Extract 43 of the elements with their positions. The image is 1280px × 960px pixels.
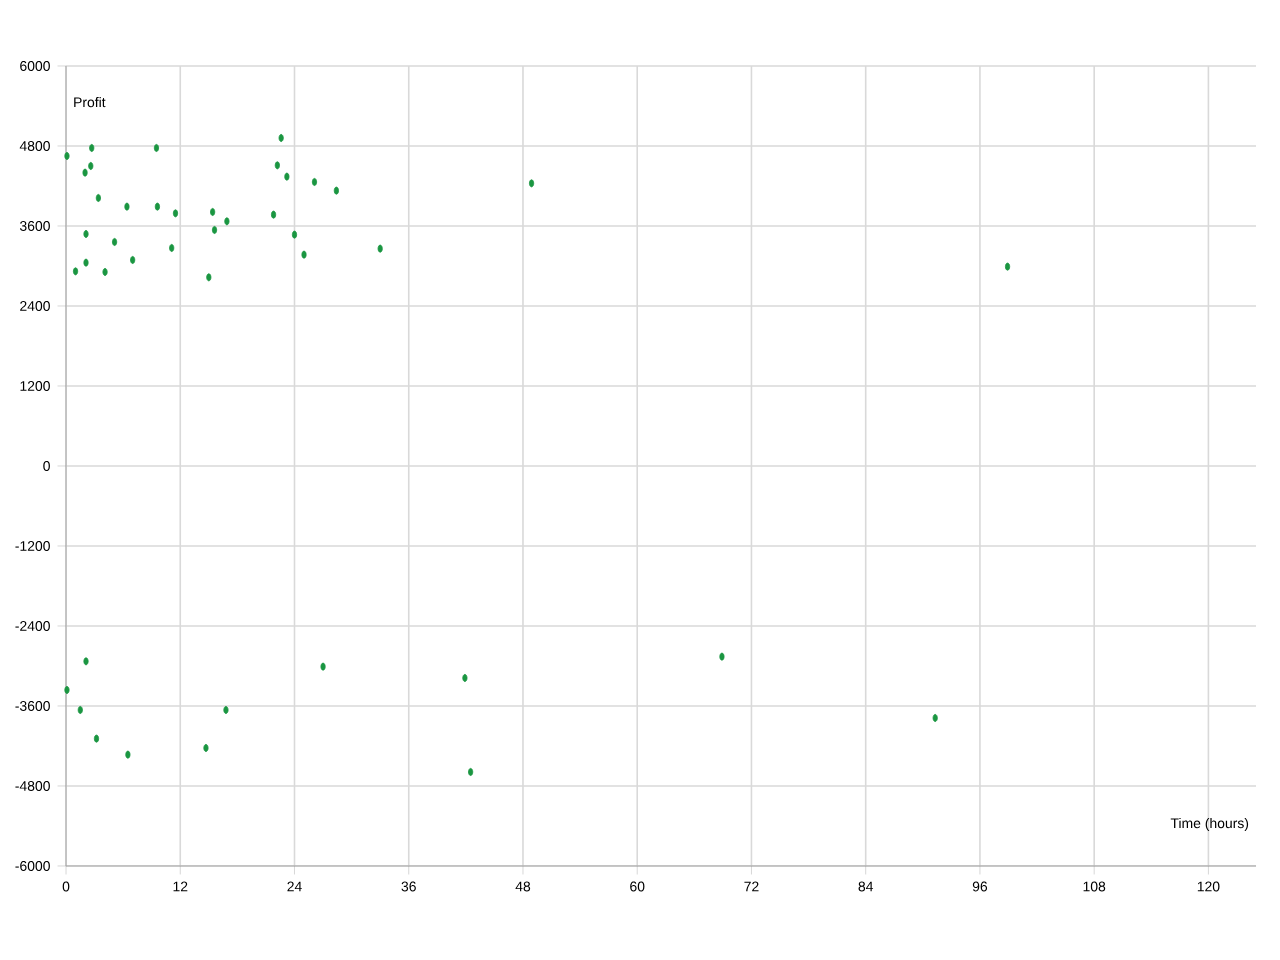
point (89, 143, 95, 152)
point (206, 273, 212, 282)
point (130, 255, 136, 264)
point (284, 172, 290, 181)
point (528, 179, 535, 188)
point (88, 161, 94, 170)
point (64, 685, 70, 694)
point (278, 133, 284, 142)
point (64, 151, 70, 160)
point (153, 143, 160, 152)
point (1005, 262, 1011, 271)
point (102, 267, 108, 276)
point (333, 186, 339, 195)
point (468, 767, 474, 776)
point (124, 202, 130, 211)
point (125, 750, 131, 759)
point (83, 258, 89, 267)
point (462, 673, 468, 682)
point (203, 743, 209, 752)
point (274, 161, 280, 170)
point (172, 209, 179, 218)
point (271, 210, 277, 219)
point (223, 705, 229, 714)
point (377, 244, 383, 253)
point (311, 177, 318, 186)
point (83, 229, 89, 238)
point (224, 217, 230, 226)
point (301, 250, 307, 259)
point (211, 225, 218, 234)
point (291, 230, 298, 239)
point (93, 734, 100, 743)
point (719, 652, 725, 661)
point (320, 662, 326, 671)
point (932, 713, 938, 722)
point (210, 207, 216, 216)
point (77, 705, 83, 714)
point (72, 267, 79, 276)
point (83, 657, 89, 666)
point (82, 168, 88, 177)
point (154, 202, 160, 211)
point (112, 237, 118, 246)
point (169, 243, 175, 252)
point (95, 193, 101, 202)
